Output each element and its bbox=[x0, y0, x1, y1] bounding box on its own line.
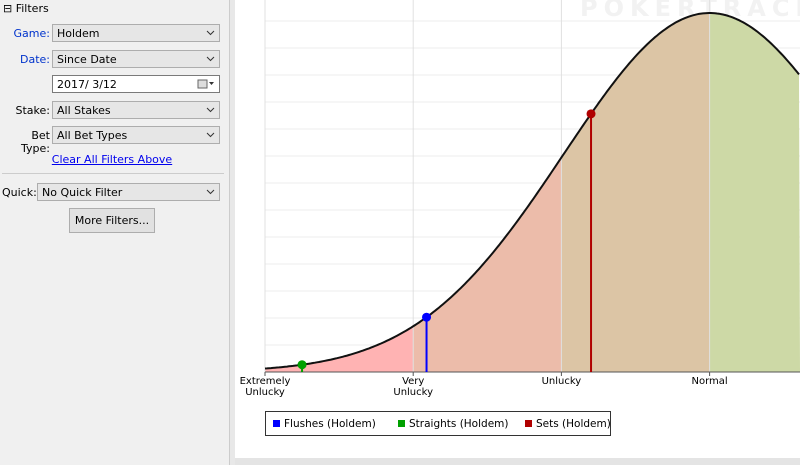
zone bbox=[265, 13, 414, 372]
legend-swatch bbox=[525, 420, 532, 427]
legend-item: Straights (Holdem) bbox=[398, 418, 508, 430]
splitter[interactable] bbox=[229, 0, 236, 465]
bet-type-label: Bet Type: bbox=[21, 129, 50, 155]
quick-dropdown[interactable]: No Quick Filter bbox=[37, 183, 220, 201]
legend-item: Flushes (Holdem) bbox=[273, 418, 376, 430]
stake-dropdown[interactable]: All Stakes bbox=[52, 101, 220, 119]
quick-label: Quick: bbox=[2, 186, 37, 199]
separator bbox=[2, 173, 224, 174]
bet-type-dropdown[interactable]: All Bet Types bbox=[52, 126, 220, 144]
filters-title: Filters bbox=[15, 2, 49, 15]
date-input-value: 2017/ 3/12 bbox=[57, 78, 117, 91]
quick-value: No Quick Filter bbox=[42, 186, 123, 199]
chevron bbox=[206, 107, 215, 113]
marker bbox=[586, 109, 596, 119]
x-tick-label: Very Unlucky bbox=[393, 376, 433, 398]
date-value: Since Date bbox=[57, 53, 117, 66]
zone bbox=[709, 13, 800, 372]
stake-label: Stake: bbox=[15, 104, 51, 117]
zone bbox=[413, 13, 562, 372]
chevron bbox=[206, 132, 215, 138]
stake-value: All Stakes bbox=[57, 104, 111, 117]
date-label: Date: bbox=[20, 53, 50, 66]
legend-swatch bbox=[273, 420, 280, 427]
date-input[interactable]: 2017/ 3/12 bbox=[52, 75, 220, 93]
legend bbox=[265, 411, 611, 436]
legend-label: Sets (Holdem) bbox=[536, 418, 611, 430]
legend-swatch bbox=[398, 420, 405, 427]
x-tick-label: Unlucky bbox=[541, 376, 582, 387]
legend-item: Sets (Holdem) bbox=[525, 418, 611, 430]
calendar-icon bbox=[197, 79, 214, 89]
game-value: Holdem bbox=[57, 27, 100, 40]
more-filters-button[interactable]: More Filters... bbox=[69, 208, 155, 233]
chevron bbox=[206, 189, 215, 195]
marker bbox=[422, 312, 432, 322]
chevron bbox=[206, 56, 215, 62]
bottom-bar bbox=[235, 458, 800, 465]
chevron bbox=[206, 30, 215, 36]
x-tick-label: Extremely Unlucky bbox=[239, 376, 291, 398]
game-dropdown[interactable]: Holdem bbox=[52, 24, 220, 42]
watermark: POKERTRACKER bbox=[580, 0, 800, 22]
marker bbox=[297, 360, 307, 370]
legend-label: Straights (Holdem) bbox=[409, 418, 509, 430]
bet-type-value: All Bet Types bbox=[57, 129, 128, 142]
x-tick-label: Normal bbox=[691, 376, 728, 387]
game-label: Game: bbox=[13, 27, 50, 40]
curve bbox=[264, 12, 800, 370]
filter-panel: ⊟ Filters Game: Holdem Date: Since Date … bbox=[0, 0, 229, 465]
legend-label: Flushes (Holdem) bbox=[284, 418, 376, 430]
date-dropdown[interactable]: Since Date bbox=[52, 50, 220, 68]
filters-header[interactable]: ⊟ Filters bbox=[3, 2, 49, 15]
clear-filters-link[interactable]: Clear All Filters Above bbox=[51, 153, 173, 166]
